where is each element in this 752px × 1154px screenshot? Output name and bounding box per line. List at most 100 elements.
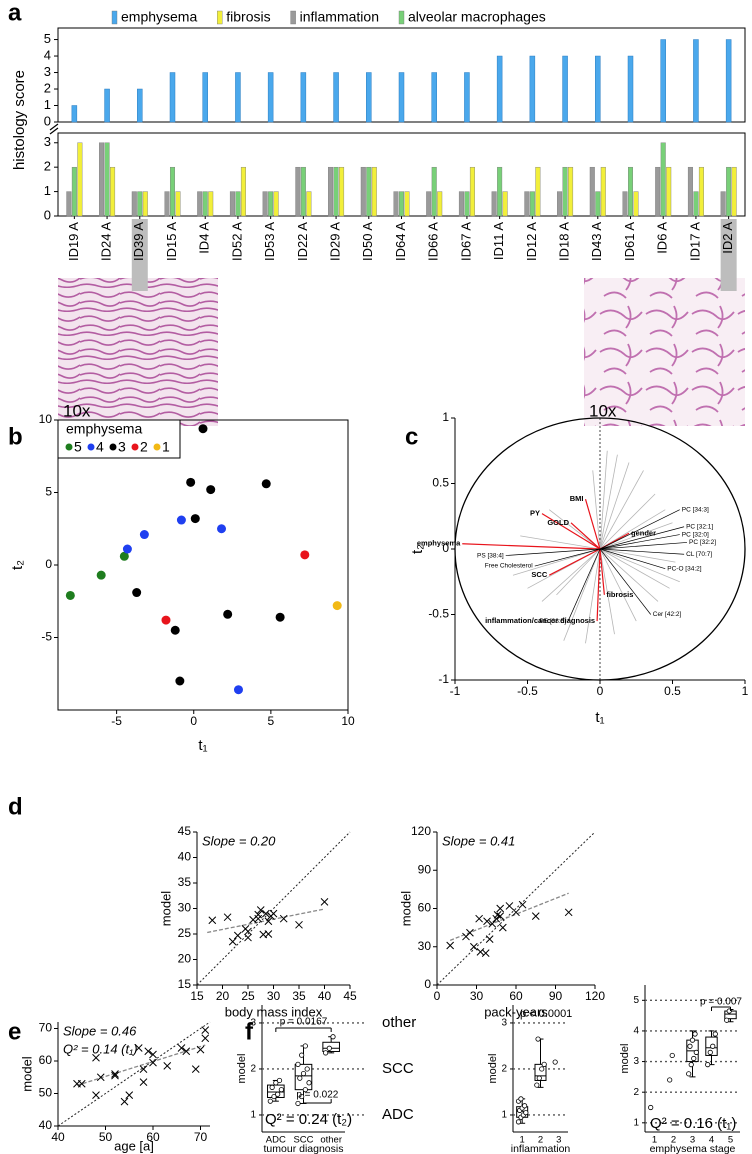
loading-vector: [599, 548, 685, 555]
loading-vector: [567, 548, 601, 622]
legend-swatch: [217, 10, 223, 25]
y-tick-label: 35: [178, 875, 192, 889]
fit-line: [76, 1044, 206, 1087]
point: [518, 1096, 524, 1102]
cross: [564, 908, 573, 917]
bar: [660, 142, 666, 217]
bar: [693, 191, 699, 217]
loading-vector: [599, 548, 670, 589]
loading-vector: [596, 548, 601, 622]
point: [279, 914, 288, 923]
bar: [600, 166, 606, 217]
point: [149, 1050, 157, 1059]
y-tick-label: 5: [633, 995, 639, 1006]
bar: [295, 166, 301, 217]
bar: [660, 39, 666, 123]
loading-vector: [599, 548, 615, 635]
y-tick-label: 3: [44, 64, 51, 79]
point: [134, 1044, 143, 1052]
bar: [202, 72, 208, 123]
x-tick-label: -0.5: [517, 684, 538, 698]
loading-vector: [599, 522, 673, 550]
point: [648, 1104, 654, 1111]
axis-break: [49, 127, 59, 135]
cross: [518, 900, 527, 909]
y-tick-label: 1: [633, 1117, 639, 1128]
x-tick-label: 30: [267, 989, 281, 1003]
level-label: ADC: [382, 1106, 414, 1123]
y-axis-label: model: [487, 1054, 499, 1084]
x-tick-label: SCC: [293, 1135, 313, 1146]
plot-frame: [57, 419, 349, 711]
axis-break: [49, 123, 59, 131]
bar: [491, 191, 497, 217]
identity-line: [57, 1021, 211, 1127]
point: [92, 1091, 100, 1099]
cross: [505, 902, 514, 910]
x-tick-label: 10: [341, 714, 355, 728]
y-tick-label: 2: [633, 1087, 639, 1098]
point: [539, 1066, 545, 1072]
loading-vector: [462, 543, 601, 550]
legend-label: 3: [118, 439, 126, 455]
cross: [485, 935, 494, 943]
x-tick-label: 5: [728, 1135, 733, 1146]
point: [182, 1047, 191, 1056]
loading-vector: [599, 542, 688, 550]
point: [541, 1061, 547, 1067]
legend-title: emphysema: [66, 421, 142, 437]
point: [198, 424, 208, 434]
bar: [426, 191, 432, 217]
cross: [531, 912, 540, 921]
cross: [261, 909, 270, 918]
point: [144, 1047, 153, 1056]
cross: [475, 914, 483, 923]
point: [483, 917, 491, 926]
loading-vector: [512, 548, 601, 576]
bar: [666, 166, 672, 217]
bar: [262, 191, 268, 217]
y-tick-label: 40: [178, 850, 192, 864]
point: [323, 1050, 329, 1056]
loading-vector: [599, 509, 680, 550]
point: [710, 1043, 716, 1049]
cross: [111, 1071, 119, 1080]
point: [261, 479, 271, 489]
bar: [568, 166, 574, 217]
bar: [469, 166, 475, 217]
point: [470, 942, 478, 951]
point: [77, 1079, 86, 1088]
point: [304, 1066, 310, 1072]
label-highlight: [131, 219, 148, 291]
loading-vector: [599, 450, 608, 550]
x-tick-label: 40: [51, 1130, 65, 1144]
bar: [77, 142, 83, 217]
x-axis-label: inflammation: [511, 1143, 571, 1154]
point: [273, 1080, 279, 1086]
bar: [267, 72, 274, 123]
loading-vector: [599, 548, 676, 563]
x-tick-label: 0: [190, 714, 197, 728]
point: [111, 1070, 119, 1078]
bar: [71, 166, 77, 217]
cross: [488, 919, 497, 928]
cross: [201, 1026, 210, 1034]
x-tick-label: 60: [146, 1130, 160, 1144]
point: [724, 1017, 730, 1023]
x-tick-label: 1: [742, 684, 749, 698]
annotation: p = 0.0167: [280, 1017, 328, 1028]
point: [686, 1071, 692, 1077]
micrograph: [58, 278, 218, 426]
legend-label: inflammation: [300, 9, 379, 25]
y-tick-label: 2: [44, 159, 51, 174]
y-tick-label: -5: [41, 630, 52, 644]
vector-label: PY: [530, 509, 540, 518]
y-tick-label: 3: [250, 1018, 256, 1029]
y-tick-label: 4: [44, 47, 51, 62]
bar: [164, 191, 170, 217]
point: [267, 1098, 273, 1104]
y-tick-label: 20: [178, 952, 192, 966]
annotation: p < 0.0001: [520, 1008, 572, 1020]
y-tick-label: 3: [44, 134, 51, 149]
bar: [627, 55, 634, 123]
